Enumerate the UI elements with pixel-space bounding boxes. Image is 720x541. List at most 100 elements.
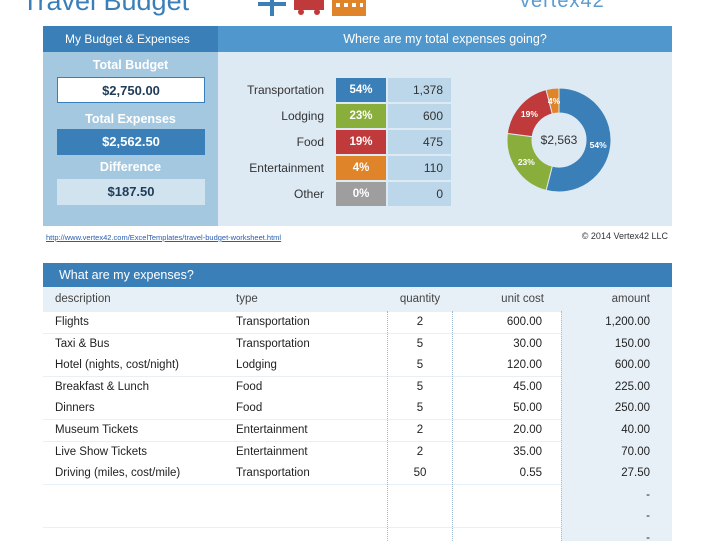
category-percent: 23% [336,104,386,128]
column-header-type: type [236,293,258,305]
table-row: Dinners Food 5 50.00 250.00 [43,398,672,420]
cell-unit-cost[interactable]: 45.00 [513,380,542,393]
summary-heading: Where are my total expenses going? [218,26,672,52]
cell-type[interactable]: Food [236,380,263,393]
cell-quantity[interactable] [388,485,452,506]
cell-amount: 1,200.00 [605,316,650,328]
category-label: Food [296,135,324,149]
donut-label-transportation: 54% [590,140,607,150]
cell-unit-cost[interactable]: 35.00 [513,445,542,458]
cell-type[interactable]: Entertainment [236,424,308,436]
total-budget-label: Total Budget [92,58,169,72]
cell-amount: 70.00 [621,445,650,458]
expenses-table-heading: What are my expenses? [43,263,672,287]
cell-quantity[interactable] [388,528,452,541]
cell-unit-cost[interactable]: 0.55 [519,467,542,480]
cell-description[interactable]: Driving (miles, cost/mile) [55,467,181,480]
cell-description[interactable]: Live Show Tickets [55,445,148,458]
cell-description[interactable]: Breakfast & Lunch [55,380,149,393]
cell-quantity[interactable]: 5 [416,402,424,415]
donut-center-label: $2,563 [541,133,578,147]
page-header: Travel Budget vertex42 [0,0,720,22]
cell-quantity[interactable]: 5 [416,380,424,393]
cell-amount: - [646,532,650,541]
table-row: Hotel (nights, cost/night) Lodging 5 120.00… [43,355,672,377]
cell-quantity[interactable]: 50 [413,467,427,480]
category-amount: 0 [388,182,451,206]
cell-description[interactable]: Hotel (nights, cost/night) [55,359,180,372]
category-amount: 600 [388,104,451,128]
airplane-icon [258,0,286,16]
table-row: Breakfast & Lunch Food 5 45.00 225.00 [43,376,672,398]
table-row: Museum Tickets Entertainment 2 20.00 40.00 [43,420,672,441]
column-header-quantity: quantity [399,293,441,305]
column-divider [452,311,453,541]
cell-type[interactable]: Transportation [236,467,310,480]
donut-slice-transportation [545,87,612,193]
total-expenses-label: Total Expenses [85,112,176,126]
table-row: Driving (miles, cost/mile) Transportation… [43,463,672,485]
cell-amount: - [646,510,650,523]
cell-unit-cost[interactable]: 600.00 [506,316,542,328]
cell-quantity[interactable]: 2 [416,316,424,328]
category-label: Transportation [247,83,324,97]
cell-unit-cost[interactable]: 50.00 [513,402,542,415]
cell-description[interactable]: Taxi & Bus [55,337,110,350]
category-row-lodging: Lodging 23% 600 [218,104,458,128]
cell-unit-cost[interactable] [452,485,542,506]
column-divider [387,311,388,541]
category-percent: 54% [336,78,386,102]
vertex42-link[interactable]: http://www.vertex42.com/ExcelTemplates/t… [46,233,282,242]
column-header-amount: amount [611,293,650,305]
header-icons [258,0,366,16]
expense-donut-chart: 54% 23% 19% 4% $2,563 [506,87,612,193]
copyright-text: © 2014 Vertex42 LLC [581,231,668,241]
cell-description[interactable]: Museum Tickets [55,424,139,436]
cell-quantity[interactable]: 5 [416,337,424,350]
category-amount: 475 [388,130,451,154]
car-icon [294,0,324,15]
budget-panel: My Budget & Expenses Total Budget $2,750… [43,26,218,226]
total-budget-field[interactable]: $2,750.00 [57,77,205,103]
difference-value: $187.50 [57,179,205,205]
cell-amount: - [646,488,650,501]
category-label: Lodging [281,109,324,123]
cell-description[interactable]: Dinners [55,402,95,415]
budget-heading: My Budget & Expenses [43,26,218,52]
brand-logo: vertex42 [520,0,605,12]
difference-label: Difference [99,160,162,174]
category-label: Other [293,187,324,201]
cell-quantity[interactable] [388,506,452,527]
category-percent: 0% [336,182,386,206]
table-row: - [43,528,672,541]
category-label: Entertainment [249,161,324,175]
cell-unit-cost[interactable]: 20.00 [513,424,542,436]
column-header-description: description [55,293,111,305]
building-icon [332,0,366,16]
cell-type[interactable]: Entertainment [236,445,308,458]
cell-unit-cost[interactable]: 120.00 [506,359,542,372]
cell-amount: 600.00 [614,359,650,372]
table-row: Taxi & Bus Transportation 5 30.00 150.00 [43,333,672,355]
cell-type[interactable]: Transportation [236,337,310,350]
cell-type[interactable]: Transportation [236,316,310,328]
cell-type[interactable]: Food [236,402,263,415]
cell-unit-cost[interactable]: 30.00 [513,337,542,350]
category-percent: 4% [336,156,386,180]
cell-quantity[interactable]: 2 [416,445,424,458]
donut-label-lodging: 23% [518,157,535,167]
donut-slice-entertainment [545,87,560,115]
cell-quantity[interactable]: 5 [416,359,424,372]
category-row-other: Other 0% 0 [218,182,458,206]
table-row: - [43,506,672,528]
category-amount: 1,378 [388,78,451,102]
column-divider [561,311,562,541]
category-row-transportation: Transportation 54% 1,378 [218,78,458,102]
cell-quantity[interactable]: 2 [416,424,424,436]
cell-unit-cost[interactable] [452,506,542,527]
table-row: Flights Transportation 2 600.00 1,200.00 [43,312,672,333]
category-row-food: Food 19% 475 [218,130,458,154]
cell-unit-cost[interactable] [452,528,542,541]
cell-description[interactable]: Flights [55,316,89,328]
cell-type[interactable]: Lodging [236,359,277,372]
